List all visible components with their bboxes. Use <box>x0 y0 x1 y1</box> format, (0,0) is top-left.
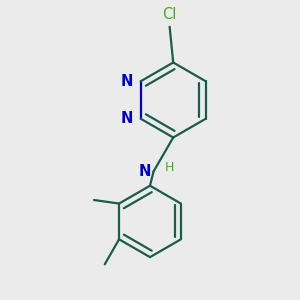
Text: Cl: Cl <box>163 8 177 22</box>
Text: N: N <box>121 74 133 89</box>
Text: N: N <box>138 164 151 179</box>
Text: N: N <box>121 111 133 126</box>
Text: H: H <box>164 160 174 174</box>
